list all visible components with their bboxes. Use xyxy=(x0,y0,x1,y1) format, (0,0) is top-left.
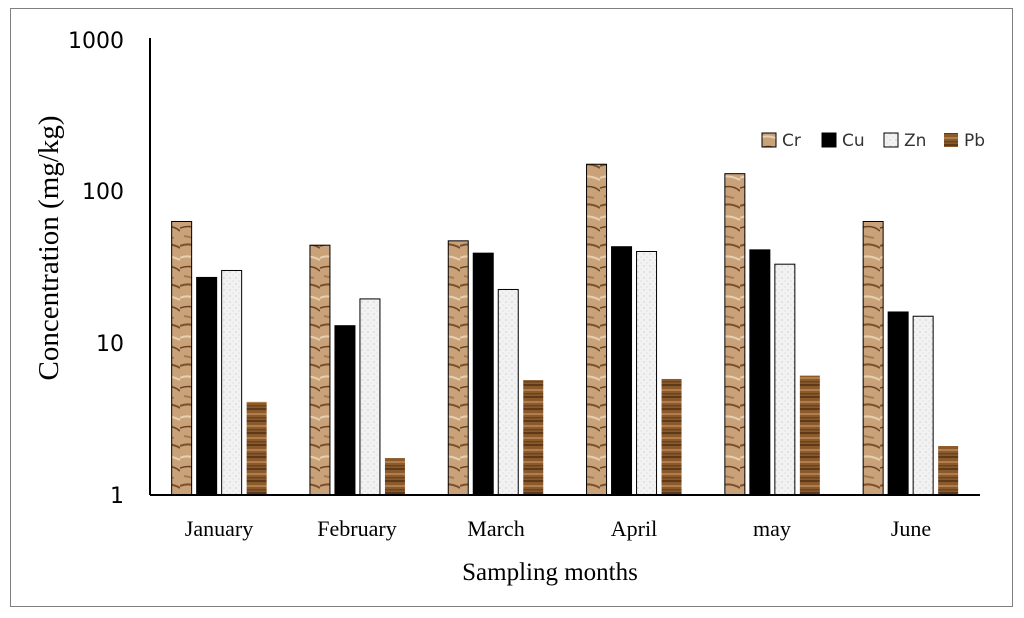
plot-area xyxy=(149,38,980,496)
bar-cr-april xyxy=(586,163,608,496)
legend-label-cu: Cu xyxy=(842,131,865,151)
y-tick-label: 10 xyxy=(96,332,124,357)
bar-zn-march xyxy=(497,288,519,496)
legend-swatch-cu xyxy=(821,132,837,148)
bar-pb-april xyxy=(661,378,682,495)
x-tick-label: April xyxy=(611,516,657,541)
bar-cu-february xyxy=(334,325,356,496)
x-tick-label: March xyxy=(467,516,524,541)
legend-swatch-zn xyxy=(883,132,899,148)
legend-label-pb: Pb xyxy=(964,131,985,151)
legend: Cr Cu Zn Pb xyxy=(761,131,985,151)
legend-label-zn: Zn xyxy=(904,131,926,151)
bar-cu-june xyxy=(887,311,909,496)
bar-cr-june xyxy=(862,221,884,496)
x-tick-label: February xyxy=(317,516,396,541)
legend-label-cr: Cr xyxy=(782,131,801,151)
bar-cu-april xyxy=(611,246,633,496)
bar-cu-march xyxy=(472,252,494,496)
x-axis-title: Sampling months xyxy=(462,559,638,586)
bar-pb-february xyxy=(384,458,405,495)
bar-zn-may xyxy=(774,263,796,496)
bar-cr-february xyxy=(309,244,331,496)
legend-swatch-cr xyxy=(761,132,777,148)
bar-zn-april xyxy=(636,250,658,496)
bars-layer xyxy=(171,163,959,496)
x-tick-label: may xyxy=(753,516,791,541)
bar-pb-may xyxy=(799,375,820,495)
bar-pb-march xyxy=(523,380,544,495)
y-tick-label: 1 xyxy=(110,484,124,509)
bar-pb-june xyxy=(938,446,959,495)
bar-cr-may xyxy=(724,173,746,496)
x-tick-label: January xyxy=(185,516,253,541)
legend-swatch-pb xyxy=(944,133,958,147)
x-tick-labels: January February March April may June xyxy=(185,516,931,541)
bar-cr-march xyxy=(447,240,469,496)
y-tick-label: 100 xyxy=(82,180,124,205)
bar-zn-june xyxy=(912,315,934,496)
bar-cu-may xyxy=(749,249,771,496)
bar-zn-january xyxy=(221,269,243,496)
bar-cr-january xyxy=(171,221,193,496)
bar-pb-january xyxy=(246,401,267,495)
y-tick-labels: 1 10 100 1000 xyxy=(68,29,124,509)
bar-cu-january xyxy=(196,276,218,496)
y-tick-label: 1000 xyxy=(68,29,124,54)
y-axis-title: Concentration (mg/kg) xyxy=(33,116,65,381)
x-tick-label: June xyxy=(891,516,931,541)
bar-zn-february xyxy=(359,298,381,496)
